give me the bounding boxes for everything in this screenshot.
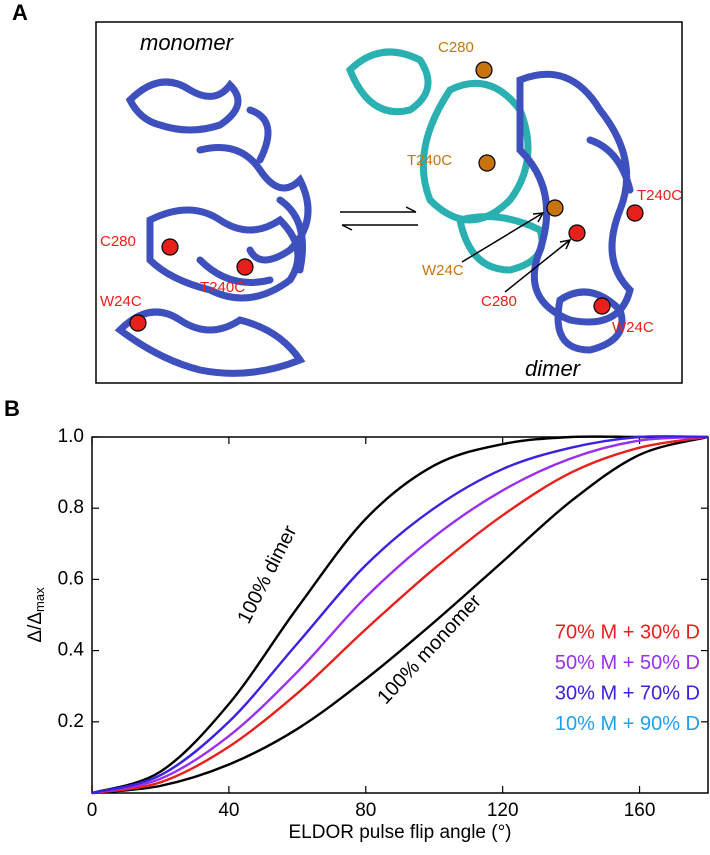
y-axis-title-main: Δ/Δ: [25, 612, 46, 643]
series-line: [91, 435, 708, 795]
structure-label: T240C: [407, 152, 452, 169]
plot-frame: [91, 436, 709, 794]
y-axis-title-sub: max: [32, 587, 47, 612]
series-line: [91, 435, 709, 795]
y-tick-label: 0.2: [58, 711, 84, 732]
panel-label: A: [12, 0, 28, 25]
series-line: [91, 435, 709, 795]
dimer-structure: [345, 48, 634, 354]
curve-label: 100% dimer: [233, 522, 301, 627]
site-marker: [546, 199, 564, 217]
legend-entry: 10% M + 90% D: [555, 713, 700, 735]
spin-labels: [129, 61, 644, 332]
structure-label: C280: [438, 39, 474, 56]
structure-label: dimer: [525, 356, 582, 381]
site-marker: [236, 258, 254, 276]
site-marker: [478, 154, 496, 172]
structure-label: W24C: [422, 262, 464, 279]
structure-label: T240C: [200, 279, 245, 296]
structure-label: monomer: [140, 30, 235, 55]
x-tick-label: 120: [487, 800, 519, 821]
legend-entry: 30% M + 70% D: [555, 682, 700, 704]
y-axis-title: Δ/Δmax: [25, 587, 47, 643]
site-marker: [161, 238, 179, 256]
pointer-arrows: [461, 212, 572, 293]
panel-label: B: [4, 396, 20, 421]
site-marker: [475, 61, 493, 79]
site-marker: [626, 204, 644, 222]
site-marker: [568, 224, 586, 242]
panel-frame: [95, 21, 683, 384]
equilibrium-arrows: [340, 206, 418, 231]
site-marker: [593, 297, 611, 315]
structure-label: C280: [100, 233, 136, 250]
y-tick-label: 0.6: [58, 568, 84, 589]
structure-label: W24C: [100, 293, 142, 310]
structure-label: C280: [481, 293, 517, 310]
series-line: [91, 435, 709, 795]
x-tick-label: 160: [624, 800, 656, 821]
structure-label: W24C: [612, 319, 654, 336]
legend-entry: 50% M + 50% D: [555, 652, 700, 674]
site-marker: [129, 314, 147, 332]
series-line: [91, 435, 709, 795]
x-axis-title: ELDOR pulse flip angle (°): [288, 822, 511, 843]
x-tick-label: 40: [218, 800, 239, 821]
x-tick-label: 80: [355, 800, 376, 821]
legend-entry: 70% M + 30% D: [555, 621, 700, 643]
y-tick-label: 1.0: [58, 426, 84, 447]
monomer-structure: [114, 78, 312, 377]
structure-label: T240C: [637, 187, 682, 204]
y-tick-label: 0.4: [58, 640, 85, 661]
x-tick-label: 0: [87, 800, 98, 821]
y-tick-label: 0.8: [58, 497, 84, 518]
